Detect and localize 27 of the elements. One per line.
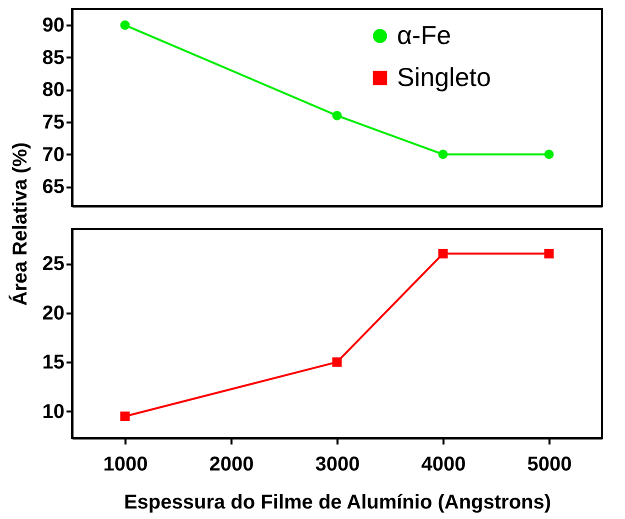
x-tick-label: 2000 xyxy=(209,454,254,476)
x-tick-label: 1000 xyxy=(103,454,148,476)
y-tick-label: 70 xyxy=(42,144,64,166)
x-axis-title: Espessura do Filme de Alumínio (Angstrons) xyxy=(124,492,552,514)
y-tick-label: 15 xyxy=(42,352,64,374)
legend-label: Singleto xyxy=(397,62,491,92)
y-tick-label: 80 xyxy=(42,79,64,102)
y-tick-label: 65 xyxy=(42,176,64,198)
x-tick-label: 3000 xyxy=(315,454,360,476)
x-tick-label: 4000 xyxy=(421,454,466,476)
y-axis-title: Área Relativa (%) xyxy=(8,142,32,306)
point xyxy=(438,248,448,258)
y-tick-label: 20 xyxy=(42,302,64,324)
point xyxy=(120,20,130,30)
y-tick-label: 25 xyxy=(42,253,64,276)
point xyxy=(120,412,130,422)
x-tick-label: 5000 xyxy=(527,454,572,476)
y-tick-label: 85 xyxy=(42,46,64,69)
point xyxy=(438,150,448,160)
point xyxy=(332,110,342,120)
point xyxy=(544,150,554,160)
y-tick-label: 75 xyxy=(42,112,64,134)
y-tick-label: 10 xyxy=(42,400,64,423)
y-tick-label: 90 xyxy=(42,14,64,37)
point xyxy=(544,248,554,258)
legend-label: α-Fe xyxy=(397,20,452,50)
point xyxy=(332,357,342,367)
